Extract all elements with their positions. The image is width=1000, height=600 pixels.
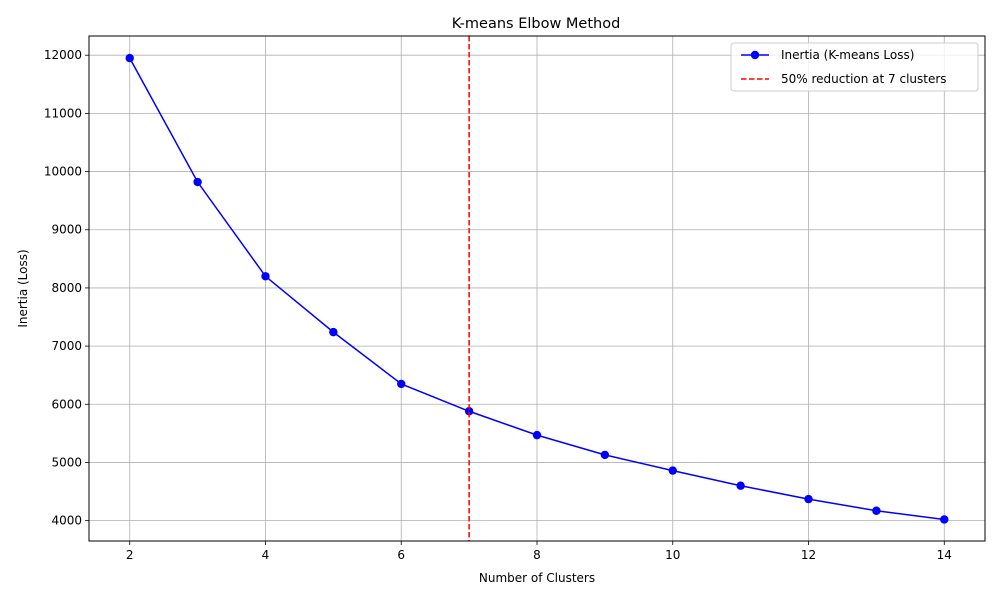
plot-area — [125, 36, 949, 541]
data-point — [872, 506, 881, 515]
y-tick-label: 6000 — [51, 397, 82, 411]
y-tick-label: 5000 — [51, 455, 82, 469]
axes-frame — [88, 35, 986, 542]
data-point — [532, 430, 542, 440]
x-tick-label: 10 — [665, 548, 680, 562]
data-point — [125, 53, 134, 63]
data-point — [940, 515, 949, 524]
legend-series-label: Inertia (K-means Loss) — [781, 48, 914, 62]
y-tick-label: 4000 — [51, 514, 82, 528]
y-tick-label: 10000 — [44, 165, 82, 179]
data-point — [464, 407, 474, 416]
y-tick-label: 8000 — [51, 281, 82, 295]
x-tick-label: 12 — [801, 548, 816, 562]
y-tick-label: 12000 — [44, 48, 82, 62]
y-tick-label: 9000 — [51, 223, 82, 237]
data-point — [804, 494, 813, 504]
data-point — [736, 481, 745, 490]
legend: Inertia (K-means Loss) 50% reduction at … — [730, 42, 979, 92]
x-axis-label: Number of Clusters — [479, 571, 595, 585]
x-tick-label: 2 — [126, 548, 134, 562]
legend-vline-label: 50% reduction at 7 clusters — [781, 72, 947, 86]
x-axis-ticks: 2 4 6 8 10 12 14 — [126, 541, 952, 562]
data-point — [193, 177, 202, 187]
data-point — [668, 466, 677, 475]
grid — [89, 36, 985, 541]
data-point — [329, 327, 338, 337]
legend-box — [730, 42, 979, 92]
x-tick-label: 14 — [937, 548, 952, 562]
y-tick-label: 11000 — [44, 106, 82, 120]
y-axis-ticks: 4000 5000 6000 7000 8000 9000 10000 11000 12000 — [44, 48, 89, 528]
y-tick-label: 7000 — [51, 339, 82, 353]
data-point — [261, 272, 270, 281]
legend-series-marker — [750, 50, 760, 60]
chart-title: K-means Elbow Method — [452, 16, 621, 32]
y-axis-label: Inertia (Loss) — [16, 249, 30, 327]
x-tick-label: 6 — [397, 548, 405, 562]
x-tick-label: 8 — [533, 548, 541, 562]
data-point — [600, 450, 610, 460]
data-point — [397, 379, 406, 389]
x-tick-label: 4 — [262, 548, 270, 562]
